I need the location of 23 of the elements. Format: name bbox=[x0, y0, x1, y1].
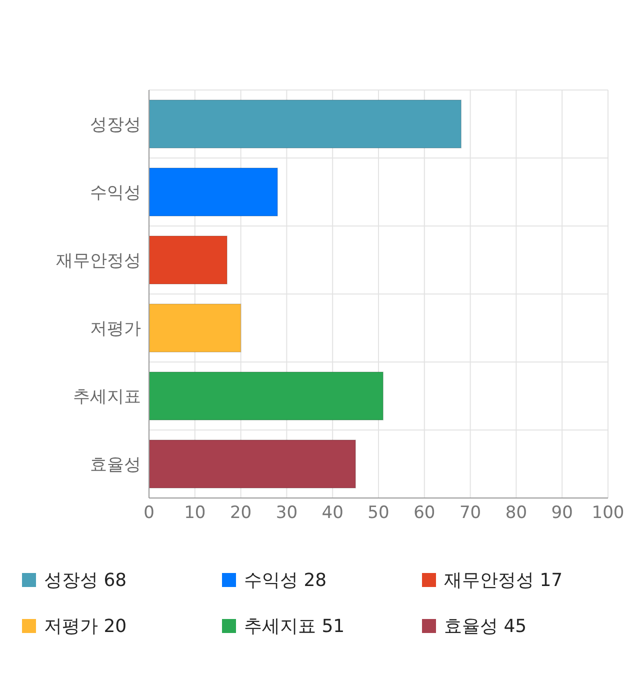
x-tick-label: 70 bbox=[459, 503, 482, 524]
y-tick-label: 추세지표 bbox=[73, 387, 141, 408]
x-tick-label: 90 bbox=[551, 503, 573, 524]
x-tick-label: 40 bbox=[322, 503, 344, 524]
y-tick-label: 효율성 bbox=[90, 455, 141, 476]
legend-label: 추세지표 51 bbox=[244, 615, 345, 638]
x-tick-label: 30 bbox=[276, 503, 298, 524]
legend-label: 수익성 28 bbox=[244, 569, 327, 592]
y-tick-label: 재무안정성 bbox=[56, 251, 141, 272]
y-tick-label: 수익성 bbox=[90, 183, 141, 204]
x-tick-label: 50 bbox=[368, 503, 390, 524]
x-tick-label: 100 bbox=[592, 503, 624, 524]
x-tick-label: 0 bbox=[144, 503, 154, 524]
x-tick-label: 20 bbox=[230, 503, 252, 524]
legend-label: 재무안정성 17 bbox=[444, 569, 563, 592]
legend-label: 저평가 20 bbox=[44, 615, 127, 638]
y-tick-label: 성장성 bbox=[90, 115, 141, 136]
x-tick-label: 60 bbox=[414, 503, 436, 524]
x-tick-label: 80 bbox=[505, 503, 528, 524]
x-tick-label: 10 bbox=[184, 503, 206, 524]
y-tick-label: 저평가 bbox=[90, 319, 141, 340]
legend-label: 성장성 68 bbox=[44, 569, 127, 592]
legend-label: 효율성 45 bbox=[444, 615, 527, 638]
